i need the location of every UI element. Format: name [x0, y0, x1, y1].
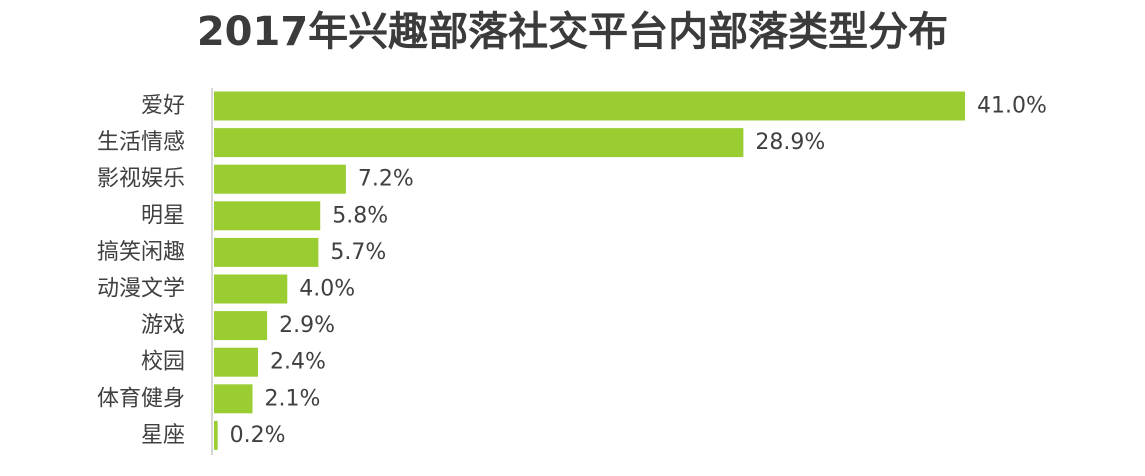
- category-label: 游戏: [141, 313, 185, 338]
- category-label: 生活情感: [97, 130, 185, 155]
- bar: [214, 91, 965, 121]
- value-label: 28.9%: [755, 130, 825, 155]
- bar: [214, 384, 253, 414]
- value-label: 2.4%: [270, 350, 326, 375]
- bar: [214, 274, 288, 304]
- value-label: 7.2%: [358, 167, 414, 192]
- category-label: 动漫文学: [97, 277, 185, 302]
- value-label: 5.8%: [332, 203, 388, 228]
- bar: [214, 128, 744, 158]
- value-label: 41.0%: [977, 94, 1047, 119]
- category-label: 明星: [141, 203, 185, 228]
- bar: [214, 420, 218, 450]
- category-label: 爱好: [141, 94, 185, 119]
- category-label: 搞笑闲趣: [97, 240, 185, 265]
- value-label: 2.1%: [264, 386, 320, 411]
- bar: [214, 237, 319, 267]
- category-label: 体育健身: [97, 386, 185, 411]
- bar: [214, 164, 346, 194]
- category-label: 星座: [141, 423, 185, 448]
- value-label: 5.7%: [330, 240, 386, 265]
- category-label: 影视娱乐: [97, 167, 185, 192]
- chart-title: 2017年兴趣部落社交平台内部落类型分布: [196, 9, 949, 55]
- bar: [214, 201, 321, 231]
- value-label: 0.2%: [230, 423, 286, 448]
- bar: [214, 311, 268, 341]
- category-label: 校园: [141, 350, 185, 375]
- value-label: 4.0%: [299, 277, 355, 302]
- bar: [214, 347, 258, 377]
- value-label: 2.9%: [279, 313, 335, 338]
